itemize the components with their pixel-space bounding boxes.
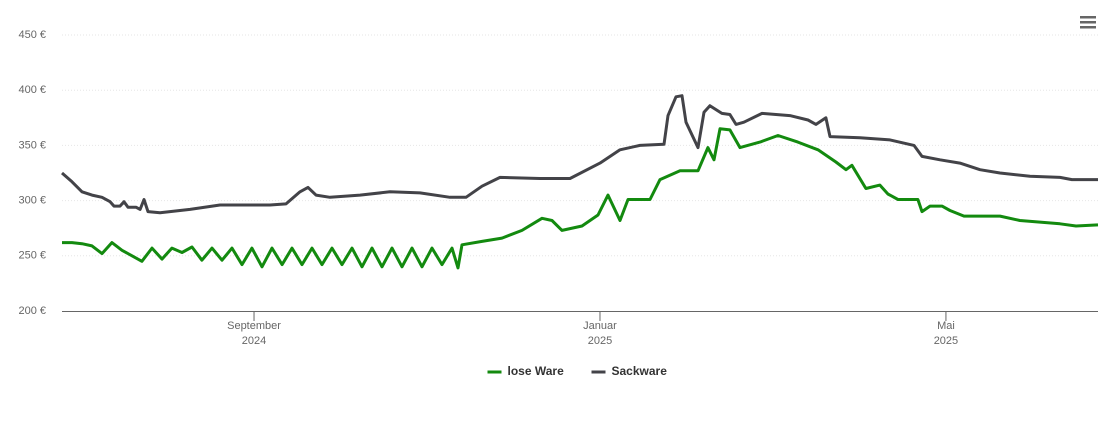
y-tick-label: 200 € <box>18 305 46 317</box>
y-tick-label: 400 € <box>18 84 46 96</box>
menu-icon-bar <box>1080 26 1096 29</box>
y-tick-label: 350 € <box>18 139 46 151</box>
legend-text[interactable]: lose Ware <box>508 364 565 378</box>
y-tick-label: 250 € <box>18 250 46 262</box>
series-line <box>62 127 1099 270</box>
x-tick-year: 2025 <box>588 335 612 347</box>
x-tick-label: Januar <box>583 320 617 332</box>
x-tick-year: 2025 <box>934 335 958 347</box>
y-tick-label: 300 € <box>18 195 46 207</box>
y-tick-label: 450 € <box>18 29 46 41</box>
menu-icon-bar <box>1080 21 1096 24</box>
x-tick-label: September <box>227 320 281 332</box>
menu-icon-bar <box>1080 16 1096 19</box>
menu-button[interactable] <box>1078 12 1098 32</box>
x-tick-year: 2024 <box>242 335 266 347</box>
legend-text[interactable]: Sackware <box>612 364 668 378</box>
series-line <box>61 94 1098 215</box>
x-tick-label: Mai <box>937 320 955 332</box>
